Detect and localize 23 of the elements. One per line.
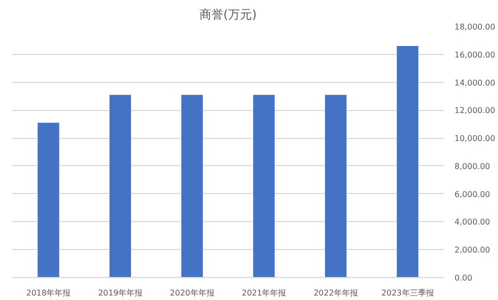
y-tick-label: 14,000.00 (454, 78, 496, 88)
bar (253, 94, 275, 278)
bar (324, 94, 347, 278)
y-tick-label: 0.00 (454, 274, 472, 282)
y-tick-label: 2,000.00 (454, 246, 490, 255)
x-tick-label: 2018年年报 (26, 288, 71, 298)
bar (109, 94, 132, 278)
y-tick-label: 12,000.00 (454, 106, 496, 116)
chart-title: 商誉(万元) (199, 8, 257, 22)
y-tick-label: 6,000.00 (454, 190, 490, 199)
x-tick-label: 2020年年报 (170, 288, 214, 298)
x-tick-label: 2023年三季报 (381, 288, 434, 298)
y-tick-label: 4,000.00 (454, 218, 490, 227)
x-tick-label: 2021年年报 (242, 288, 286, 298)
y-tick-label: 18,000.00 (454, 22, 496, 32)
y-tick-label: 8,000.00 (454, 162, 490, 171)
x-tick-label: 2022年年报 (314, 288, 358, 298)
bar (38, 122, 60, 278)
x-tick-label: 2019年年报 (98, 288, 142, 298)
y-tick-label: 16,000.00 (454, 50, 496, 60)
y-tick-label: 10,000.00 (454, 134, 496, 144)
bar (396, 46, 418, 278)
bar (181, 94, 203, 278)
